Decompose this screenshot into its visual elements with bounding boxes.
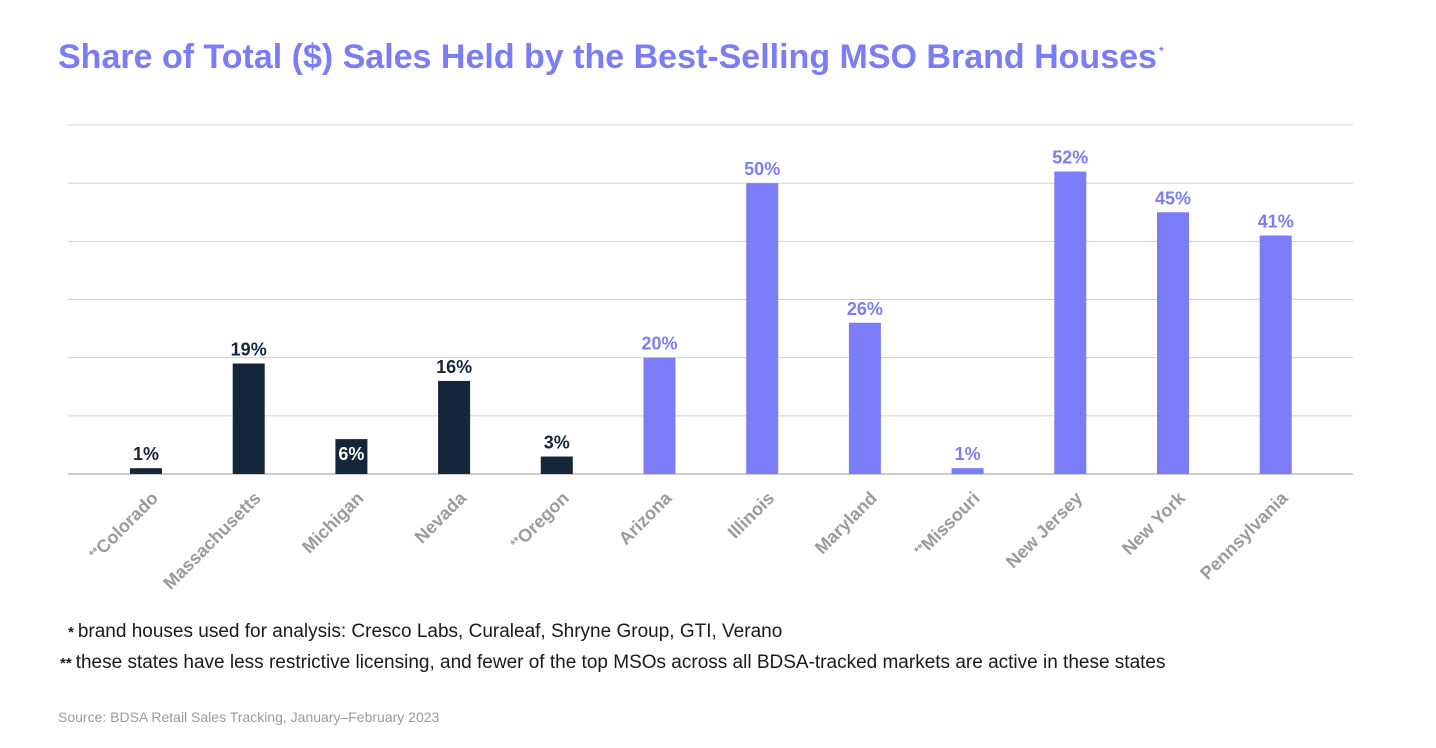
data-labels: 1% 19% 6% 16% 3% 20% 50% 26% 1% 52% 45% 41% bbox=[133, 148, 1294, 465]
x-label-arizona: Arizona bbox=[615, 487, 677, 549]
bar-oregon bbox=[540, 456, 573, 474]
bars bbox=[130, 171, 1292, 475]
x-label-new-york: New York bbox=[1118, 487, 1190, 559]
data-label-massachusetts: 19% bbox=[231, 339, 267, 359]
chart-title-text: Share of Total ($) Sales Held by the Bes… bbox=[58, 38, 1157, 76]
data-label-pennsylvania: 41% bbox=[1258, 212, 1294, 232]
source-note: Source: BDSA Retail Sales Tracking, Janu… bbox=[58, 709, 440, 725]
bar-arizona bbox=[643, 357, 676, 474]
chart-title: Share of Total ($) Sales Held by the Bes… bbox=[58, 38, 1164, 77]
bar-colorado bbox=[130, 468, 162, 474]
x-label-colorado: **Colorado bbox=[85, 488, 162, 565]
data-label-maryland: 26% bbox=[847, 299, 883, 319]
bar-michigan bbox=[335, 439, 368, 474]
data-label-colorado: 1% bbox=[133, 444, 159, 464]
data-label-oregon: 3% bbox=[544, 433, 570, 453]
x-label-michigan: Michigan bbox=[298, 488, 367, 557]
bar-illinois bbox=[746, 183, 779, 474]
data-label-michigan: 6% bbox=[338, 444, 364, 464]
x-label-nevada: Nevada bbox=[411, 487, 471, 547]
data-label-new-york: 45% bbox=[1155, 188, 1191, 208]
data-label-missouri: 1% bbox=[955, 444, 981, 464]
bar-new-york bbox=[1157, 212, 1189, 474]
bar-maryland bbox=[848, 322, 881, 474]
footnote-2-mark: ** bbox=[60, 655, 72, 672]
bar-pennsylvania bbox=[1259, 235, 1292, 474]
bar-massachusetts bbox=[232, 363, 265, 474]
x-label-massachusetts: Massachusetts bbox=[159, 488, 264, 593]
x-label-illinois: Illinois bbox=[724, 488, 778, 542]
data-label-new-jersey: 52% bbox=[1052, 148, 1088, 168]
x-label-missouri: **Missouri bbox=[910, 488, 983, 561]
bar-missouri bbox=[951, 468, 984, 474]
footnote-1-mark: * bbox=[68, 624, 74, 641]
data-label-nevada: 16% bbox=[436, 357, 472, 377]
bar-nevada bbox=[438, 380, 471, 474]
x-label-maryland: Maryland bbox=[811, 488, 881, 558]
x-label-pennsylvania: Pennsylvania bbox=[1196, 487, 1292, 583]
footnote-1: * brand houses used for analysis: Cresco … bbox=[68, 621, 782, 643]
title-footnote-mark: * bbox=[1158, 44, 1164, 58]
footnote-1-text: brand houses used for analysis: Cresco L… bbox=[77, 621, 783, 642]
bar-chart: 1% 19% 6% 16% 3% 20% 50% 26% 1% 52% 45% 41% **Color… bbox=[68, 124, 1353, 593]
footnote-2-text: these states have less restrictive licen… bbox=[75, 652, 1166, 673]
x-label-new-jersey: New Jersey bbox=[1002, 488, 1086, 572]
footnote-2: ** these states have less restrictive lic… bbox=[60, 652, 1166, 674]
x-label-oregon: **Oregon bbox=[507, 488, 573, 554]
data-label-arizona: 20% bbox=[641, 334, 677, 354]
bar-new-jersey bbox=[1054, 171, 1087, 475]
data-label-illinois: 50% bbox=[744, 159, 780, 179]
gridlines bbox=[68, 124, 1353, 475]
